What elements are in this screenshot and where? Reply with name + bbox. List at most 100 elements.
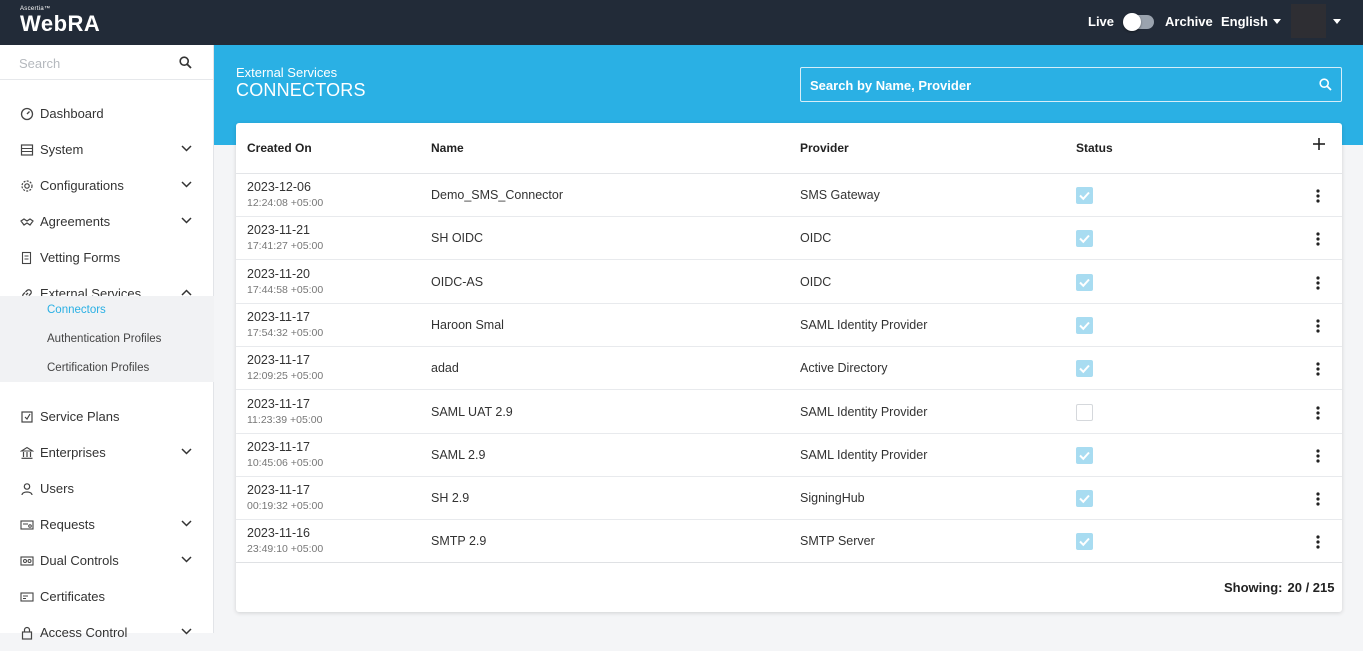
- status-checkbox[interactable]: [1076, 403, 1093, 421]
- checkmark-icon: [1079, 235, 1090, 244]
- breadcrumb[interactable]: External Services: [236, 65, 338, 80]
- created-time: 17:54:32 +05:00: [247, 326, 324, 339]
- connector-name: SH OIDC: [431, 231, 484, 246]
- connector-search: [800, 67, 1342, 102]
- chevron-down-icon[interactable]: [181, 448, 192, 455]
- table-row[interactable]: 2023-11-21 17:41:27 +05:00 SH OIDC OIDC: [236, 217, 1342, 261]
- submenu-item-connectors[interactable]: Connectors: [47, 304, 106, 316]
- page-title: CONNECTORS: [236, 80, 366, 100]
- more-options-icon[interactable]: [1313, 231, 1323, 247]
- table-row[interactable]: 2023-11-17 11:23:39 +05:00 SAML UAT 2.9 SAM…: [236, 391, 1342, 434]
- more-options-icon[interactable]: [1313, 448, 1323, 464]
- table-row[interactable]: 2023-11-20 17:44:58 +05:00 OIDC-AS OIDC: [236, 261, 1342, 304]
- chevron-down-icon[interactable]: [181, 628, 192, 635]
- sidebar-search-input[interactable]: [19, 53, 169, 73]
- chevron-down-icon[interactable]: [181, 145, 192, 152]
- connector-provider: SAML Identity Provider: [800, 447, 928, 462]
- submenu-item-authentication-profiles[interactable]: Authentication Profiles: [47, 333, 162, 345]
- brand-tagline: Ascertia™: [20, 6, 51, 12]
- table-row[interactable]: 2023-11-17 12:09:25 +05:00 adad Active Dire…: [236, 347, 1342, 391]
- logo[interactable]: Ascertia™ WebRA: [20, 6, 100, 36]
- sidebar-item-certificates[interactable]: Certificates: [0, 579, 214, 615]
- created-time: 11:23:39 +05:00: [247, 413, 323, 426]
- chevron-down-icon[interactable]: [181, 217, 192, 224]
- connectors-table: Created On Name Provider Status 2023-12-…: [236, 123, 1342, 612]
- pagination-summary: Showing: 20 / 215: [1224, 580, 1335, 595]
- sidebar-item-enterprises[interactable]: Enterprises: [0, 435, 214, 471]
- more-options-icon[interactable]: [1313, 318, 1323, 334]
- sidebar-item-agreements[interactable]: Agreements: [0, 204, 214, 240]
- checkmark-icon: [1079, 451, 1090, 461]
- table-row[interactable]: 2023-11-17 00:19:32 +05:00 SH 2.9 SigningHu…: [236, 477, 1342, 521]
- status-checkbox[interactable]: [1076, 360, 1093, 378]
- column-name[interactable]: Name: [431, 141, 464, 155]
- external-services-submenu: Connectors Authentication Profiles Certifi…: [0, 296, 214, 382]
- sidebar-item-label: Enterprises: [40, 445, 106, 460]
- more-options-icon[interactable]: [1313, 275, 1323, 291]
- live-archive-switch: Live Archive: [1088, 12, 1213, 31]
- status-checkbox[interactable]: [1076, 533, 1093, 551]
- sidebar-item-users[interactable]: Users: [0, 471, 214, 507]
- sidebar-item-service-plans[interactable]: Service Plans: [0, 399, 214, 435]
- brand-name: WebRA: [20, 11, 101, 36]
- status-checkbox[interactable]: [1076, 273, 1093, 291]
- chevron-up-icon[interactable]: [181, 289, 192, 296]
- live-archive-toggle[interactable]: [1123, 12, 1155, 31]
- certificate-icon: [20, 592, 34, 602]
- search-icon[interactable]: [179, 56, 192, 69]
- status-checkbox[interactable]: [1076, 446, 1093, 464]
- more-options-icon[interactable]: [1313, 534, 1323, 550]
- status-checkbox[interactable]: [1076, 490, 1093, 508]
- column-provider[interactable]: Provider: [800, 141, 849, 155]
- submenu-item-certification-profiles[interactable]: Certification Profiles: [47, 362, 150, 374]
- table-row[interactable]: 2023-11-17 10:45:06 +05:00 SAML 2.9 SAML Id…: [236, 434, 1342, 477]
- sidebar-item-dashboard[interactable]: Dashboard: [0, 96, 214, 132]
- sidebar-item-vetting-forms[interactable]: Vetting Forms: [0, 240, 214, 276]
- sidebar-item-dual-controls[interactable]: Dual Controls: [0, 543, 214, 579]
- more-options-icon[interactable]: [1313, 188, 1323, 204]
- connector-provider: OIDC: [800, 274, 832, 289]
- status-checkbox[interactable]: [1076, 187, 1093, 204]
- table-footer-divider: [236, 562, 1342, 563]
- connector-provider: SAML Identity Provider: [800, 317, 928, 332]
- table-row[interactable]: 2023-11-16 23:49:10 +05:00 SMTP 2.9 SMTP Se…: [236, 520, 1342, 564]
- dual-control-icon: [20, 556, 34, 566]
- created-date: 2023-11-20: [247, 266, 311, 281]
- more-options-icon[interactable]: [1313, 491, 1323, 507]
- service-plan-icon: [21, 411, 33, 423]
- connector-provider: SMS Gateway: [800, 188, 880, 202]
- status-checkbox[interactable]: [1076, 230, 1093, 248]
- column-created-on[interactable]: Created On: [247, 141, 312, 155]
- table-row[interactable]: 2023-12-06 12:24:08 +05:00 Demo_SMS_Connec…: [236, 174, 1342, 217]
- language-selector[interactable]: English: [1221, 14, 1281, 29]
- table-header: Created On Name Provider Status: [236, 123, 1342, 174]
- sidebar-item-label: Dashboard: [40, 106, 104, 121]
- search-icon[interactable]: [1319, 78, 1332, 91]
- sidebar-item-label: Service Plans: [40, 409, 120, 424]
- sidebar-item-system[interactable]: System: [0, 132, 214, 168]
- caret-down-icon: [1272, 19, 1281, 24]
- table-row[interactable]: 2023-11-17 17:54:32 +05:00 Haroon Smal SAML…: [236, 304, 1342, 347]
- chevron-down-icon[interactable]: [181, 556, 192, 563]
- user-menu[interactable]: [1291, 4, 1341, 38]
- more-options-icon[interactable]: [1313, 361, 1323, 377]
- checkmark-icon: [1079, 278, 1090, 287]
- sidebar-item-configurations[interactable]: Configurations: [0, 168, 214, 204]
- connector-name: SAML UAT 2.9: [431, 404, 513, 419]
- sidebar-item-label: Users: [40, 481, 74, 496]
- sidebar-item-access-control[interactable]: Access Control: [0, 615, 214, 651]
- search-input[interactable]: [810, 76, 1300, 94]
- chevron-down-icon[interactable]: [181, 181, 192, 188]
- connector-name: Haroon Smal: [431, 317, 504, 332]
- status-checkbox[interactable]: [1076, 316, 1093, 334]
- more-options-icon[interactable]: [1313, 405, 1323, 421]
- connector-provider: SigningHub: [800, 491, 865, 506]
- lock-icon: [21, 626, 33, 640]
- column-status[interactable]: Status: [1076, 141, 1113, 155]
- showing-count: 20 / 215: [1287, 580, 1335, 595]
- plus-icon[interactable]: [1312, 137, 1326, 151]
- sidebar-item-requests[interactable]: Requests: [0, 507, 214, 543]
- showing-label: Showing:: [1224, 580, 1283, 595]
- chevron-down-icon[interactable]: [181, 520, 192, 527]
- created-time: 10:45:06 +05:00: [247, 456, 324, 469]
